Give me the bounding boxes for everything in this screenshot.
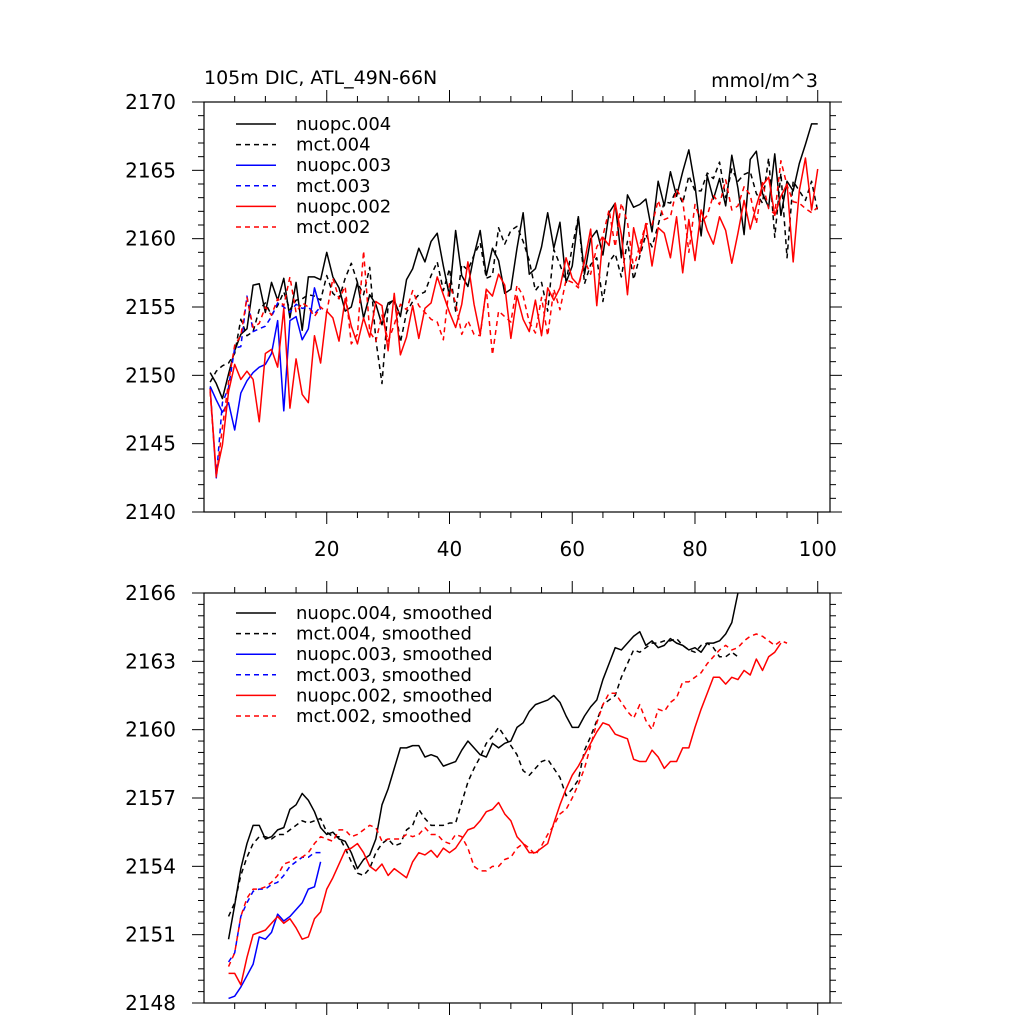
series-line-mct-002-smoothed	[227, 633, 788, 967]
legend-label: mct.003, smoothed	[296, 665, 472, 686]
legend-label: nuopc.004, smoothed	[296, 603, 493, 624]
y-tick-label: 2170	[125, 90, 176, 114]
chart-title: 105m DIC, ATL_49N-66N	[204, 67, 437, 89]
series-group	[227, 592, 788, 1000]
legend-label: mct.002, smoothed	[296, 706, 472, 727]
legend-label: nuopc.004	[296, 114, 391, 135]
series-line-nuopc-002	[209, 157, 819, 475]
units-label: mmol/m^3	[711, 70, 818, 92]
y-tick-label: 2154	[125, 854, 176, 878]
series-line-mct-003-smoothed	[227, 851, 321, 963]
y-tick-label: 2150	[125, 363, 176, 387]
legend-label: nuopc.003, smoothed	[296, 644, 493, 665]
y-tick-label: 2140	[125, 500, 176, 524]
legend-label: nuopc.002, smoothed	[296, 685, 493, 706]
series-line-mct-004-smoothed	[227, 637, 739, 917]
y-tick-label: 2155	[125, 295, 176, 319]
y-tick-label: 2166	[125, 581, 176, 605]
annual-panel: 2140 2145 2150 2155 2160 2165 2170 20 40 60 80 100 n…	[125, 90, 842, 561]
series-group	[209, 123, 819, 479]
legend-label: mct.004, smoothed	[296, 624, 472, 645]
legend: nuopc.004mct.004nuopc.003mct.003nuopc.00…	[236, 114, 391, 238]
legend-label: mct.002	[296, 217, 371, 238]
legend-label: mct.003	[296, 176, 371, 197]
legend-label: nuopc.002	[296, 196, 391, 217]
series-line-mct-002	[209, 160, 819, 479]
x-tick-label: 100	[799, 537, 837, 561]
series-line-nuopc-002-smoothed	[228, 642, 782, 986]
y-tick-label: 2148	[125, 991, 176, 1015]
y-tick-label: 2163	[125, 649, 176, 673]
x-tick-label: 20	[314, 537, 339, 561]
series-line-mct-004	[209, 157, 819, 385]
x-tick-label: 60	[560, 537, 585, 561]
x-tick-label: 80	[682, 537, 707, 561]
smoothed-panel: 2148 2151 2154 2157 2160 2163 2166 nuopc.004, s…	[125, 581, 842, 1015]
series-line-mct-003	[209, 295, 322, 479]
y-tick-label: 2151	[125, 923, 176, 947]
legend-label: nuopc.003	[296, 155, 391, 176]
series-line-nuopc-003	[209, 287, 322, 431]
y-tick-label: 2160	[125, 227, 176, 251]
y-tick-label: 2157	[125, 786, 176, 810]
legend-label: mct.004	[296, 135, 371, 156]
x-tick-label: 40	[437, 537, 462, 561]
y-tick-label: 2165	[125, 158, 176, 182]
y-tick-label: 2145	[125, 432, 176, 456]
series-line-nuopc-004-smoothed	[227, 592, 739, 940]
series-line-nuopc-004	[209, 123, 818, 400]
y-tick-label: 2160	[125, 718, 176, 742]
series-line-nuopc-003-smoothed	[228, 861, 322, 1000]
